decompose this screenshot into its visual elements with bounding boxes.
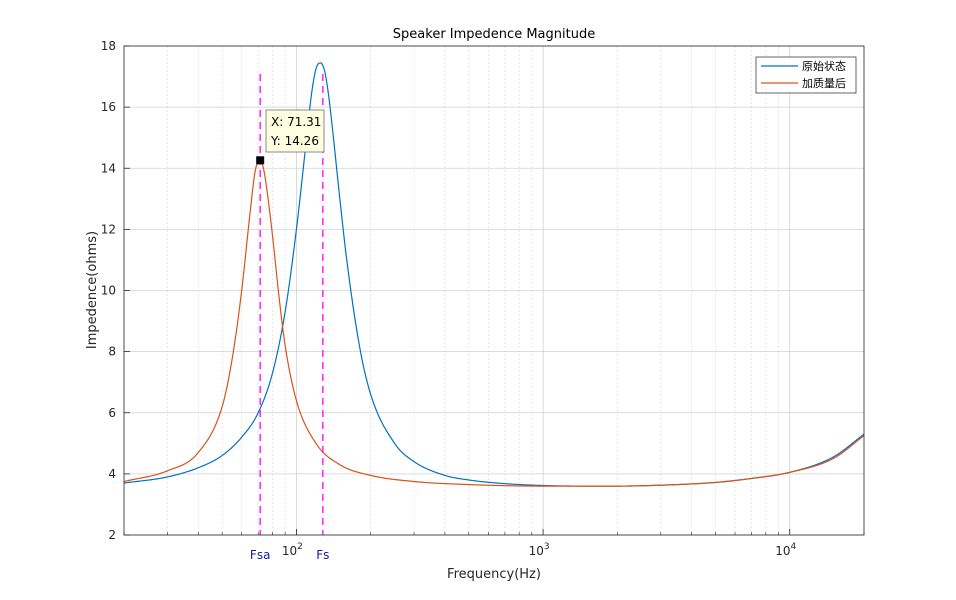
legend-box [755,56,857,94]
series-layer [123,62,865,487]
y-tick-label: 2 [108,528,116,542]
y-tick-label: 8 [108,345,116,359]
marker-label-fsa: Fsa [250,548,271,562]
x-axis-label: Frequency(Hz) [447,567,541,582]
data-tip-box [265,109,325,153]
legend-label-series-1: 原始状态 [802,59,846,73]
data-tip-point [256,156,265,165]
series-line-2 [123,159,865,487]
data-tip-x: X: 71.31 [271,115,321,129]
y-tick-label: 4 [108,467,116,481]
y-tick-label: 16 [101,100,116,114]
data-tip: X: 71.31 Y: 14.26 [265,109,325,153]
chart-title: Speaker Impedence Magnitude [393,27,595,42]
y-tick-label: 14 [101,161,116,175]
y-tick-label: 6 [108,406,116,420]
legend-label-series-2: 加质量后 [802,77,846,90]
y-tick-label: 18 [101,39,116,53]
data-tip-y: Y: 14.26 [270,134,319,148]
y-axis-label: Impedence(ohms) [85,231,100,349]
data-tip-point-layer [256,156,265,165]
y-tick-label: 10 [101,284,116,298]
legend: 原始状态 加质量后 [755,56,857,94]
marker-label-fs: Fs [316,548,329,562]
y-tick-label: 12 [101,222,116,236]
